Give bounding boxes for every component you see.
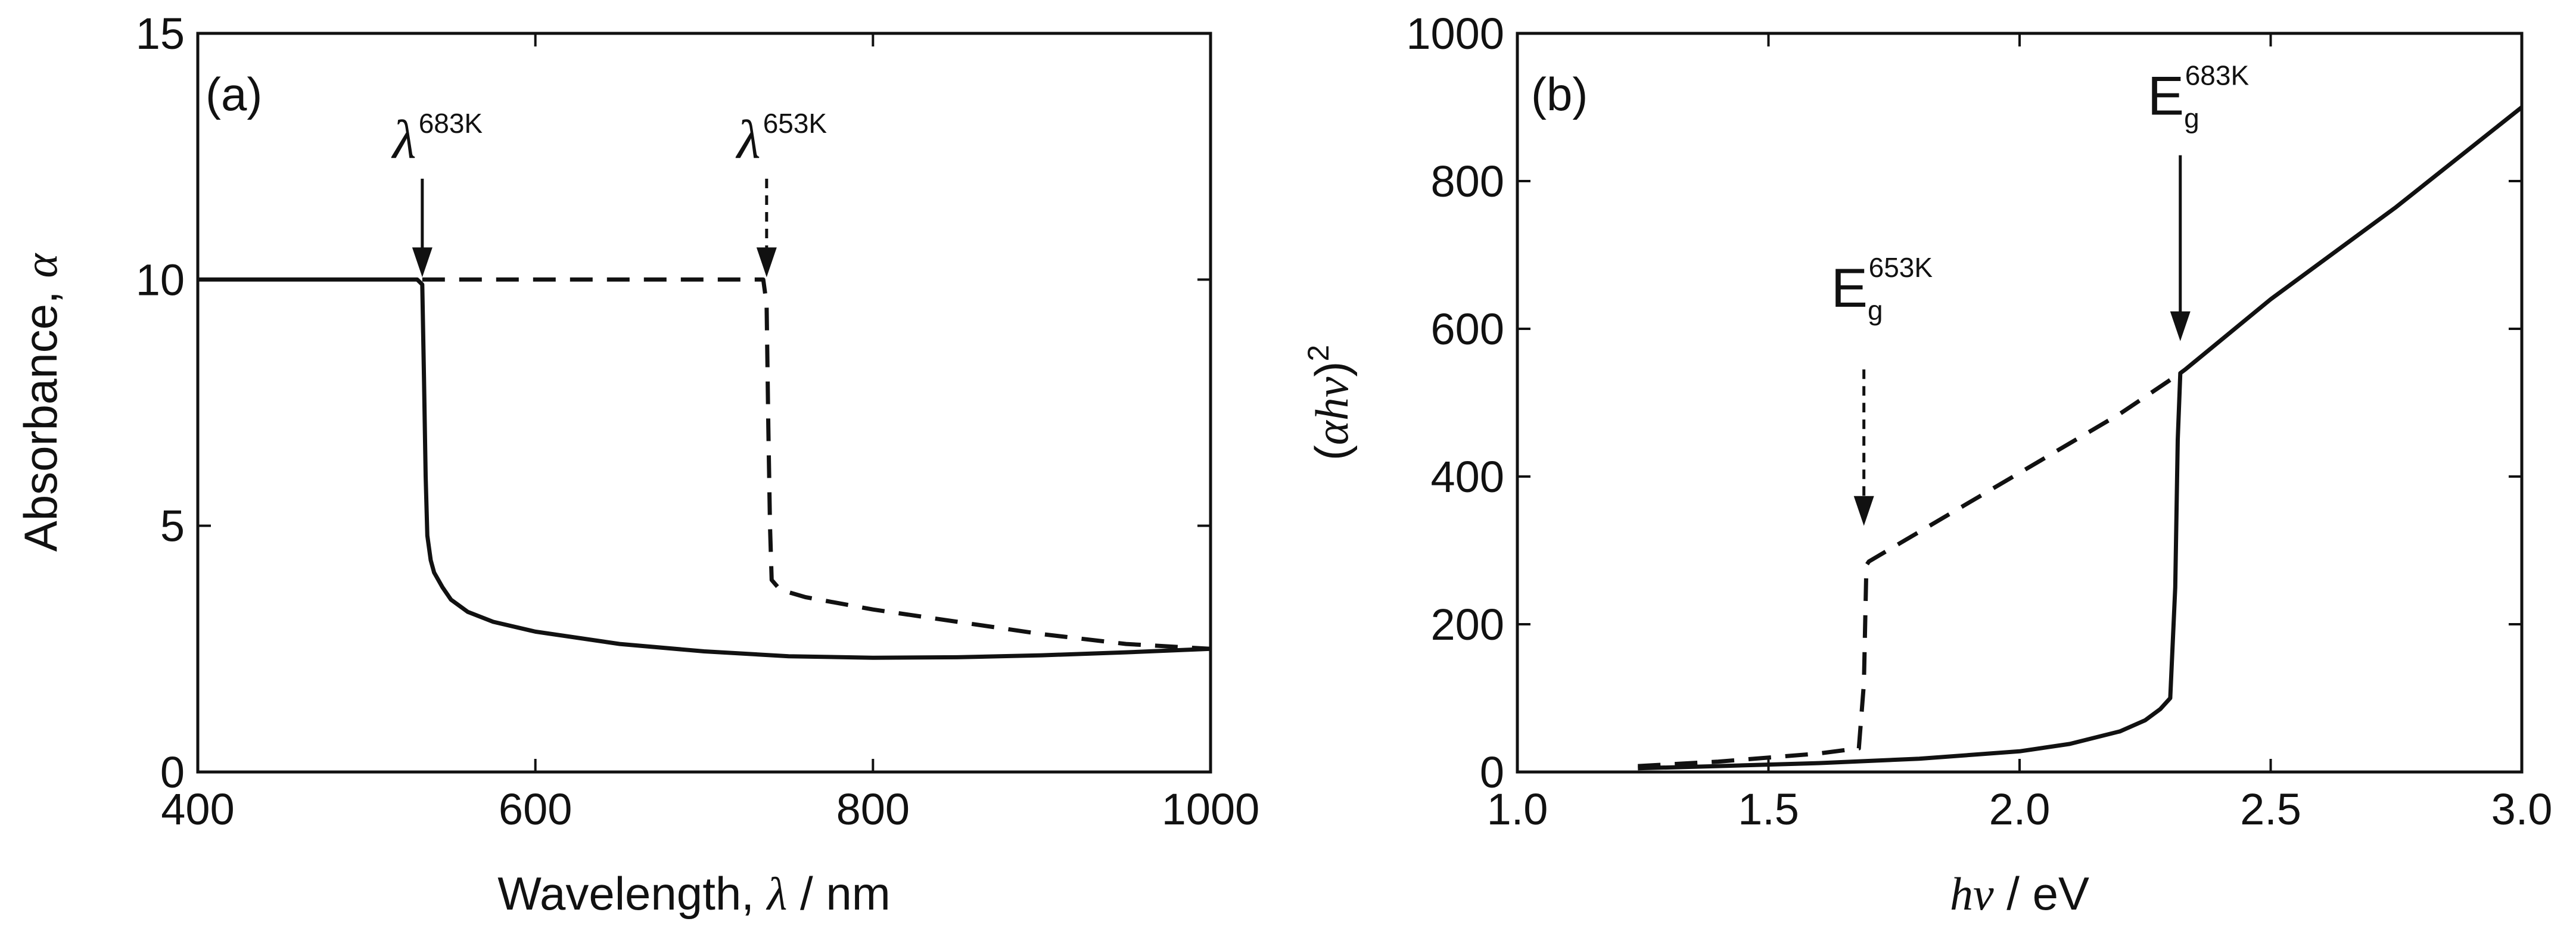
panel-b-y-tick-label: 200 bbox=[1431, 600, 1504, 649]
panel-a-annotation-arrowhead-683K bbox=[412, 247, 433, 278]
panel-b-y-tick-label: 0 bbox=[1480, 748, 1504, 797]
panel-a-x-tick-label: 600 bbox=[499, 784, 572, 834]
panel-b-frame bbox=[1516, 32, 2524, 774]
panel-b-annotation-label-683K: Eg683K bbox=[2148, 60, 2250, 133]
panel-a-series bbox=[198, 277, 1211, 660]
panel-b-series-683K-line bbox=[1638, 105, 2524, 771]
panel-b-ticks: 1.0 1.5 2.0 2.5 3.0 0 200 400 600 800 1000 bbox=[1406, 9, 2552, 834]
panel-b-annotation-arrowhead-683K bbox=[2170, 311, 2191, 341]
panel-b-x-tick-label: 1.0 bbox=[1487, 784, 1548, 834]
panel-b-x-tick-label: 1.5 bbox=[1738, 784, 1799, 834]
panel-b-y-tick-label: 400 bbox=[1431, 452, 1504, 502]
panel-a-label: (a) bbox=[206, 68, 262, 120]
panel-a-ticks: 400 600 800 1000 0 5 10 15 bbox=[136, 9, 1260, 834]
panel-a-frame bbox=[196, 32, 1212, 774]
panel-a-y-tick-label: 10 bbox=[136, 255, 185, 304]
panel-b-label: (b) bbox=[1531, 68, 1588, 120]
panel-b-series-653K-line bbox=[1638, 371, 2182, 768]
panel-b-y-axis-title: (αhν)2 bbox=[1302, 345, 1358, 460]
panel-a-y-tick-label: 15 bbox=[136, 9, 185, 58]
panel-b-series bbox=[1638, 105, 2524, 771]
panel-a-series-653K-line bbox=[422, 277, 1211, 651]
panel-b-x-tick-label: 2.0 bbox=[1989, 784, 2051, 834]
panel-a-x-tick-label: 1000 bbox=[1162, 784, 1260, 834]
panel-a-annotation-label-683K: λ683K bbox=[391, 108, 483, 170]
panel-b-y-tick-label: 800 bbox=[1431, 157, 1504, 206]
panel-a-absorbance-plot: 400 600 800 1000 0 5 10 15 λ683K λ653K (a) Wavel… bbox=[14, 9, 1259, 920]
panel-b-y-tick-label: 1000 bbox=[1406, 9, 1504, 58]
panel-a-x-axis-title: Wavelength, λ / nm bbox=[497, 867, 891, 920]
panel-a-x-tick-label: 800 bbox=[836, 784, 910, 834]
panel-a-x-tick-label: 400 bbox=[161, 784, 234, 834]
panel-b-x-tick-label: 2.5 bbox=[2240, 784, 2301, 834]
panel-b-x-tick-label: 3.0 bbox=[2491, 784, 2553, 834]
panel-b-y-tick-label: 600 bbox=[1431, 304, 1504, 354]
panel-b-x-axis-title: hν / eV bbox=[1950, 867, 2089, 920]
panel-a-y-tick-label: 0 bbox=[160, 748, 185, 797]
panel-b-annotations: Eg683K Eg653K bbox=[1831, 60, 2250, 526]
panel-a-y-axis-title: Absorbance, α bbox=[14, 253, 67, 552]
panel-a-y-tick-label: 5 bbox=[160, 502, 185, 551]
panel-b-annotation-label-653K: Eg653K bbox=[1831, 252, 1933, 326]
panel-a-annotation-arrowhead-653K bbox=[756, 247, 777, 278]
panel-a-series-683K-line bbox=[198, 277, 1211, 660]
panel-b-annotation-arrowhead-653K bbox=[1853, 496, 1874, 526]
panel-a-annotation-label-653K: λ653K bbox=[735, 108, 827, 170]
panel-a-annotations: λ683K λ653K bbox=[391, 108, 827, 278]
